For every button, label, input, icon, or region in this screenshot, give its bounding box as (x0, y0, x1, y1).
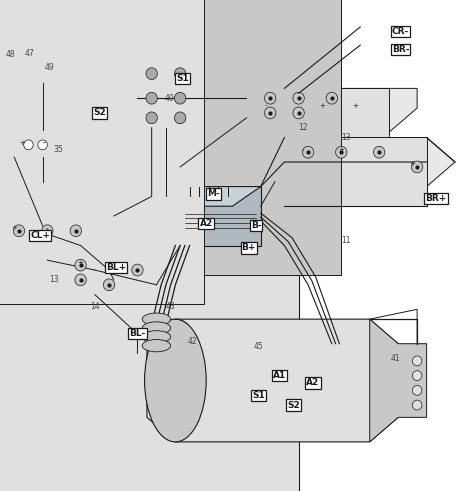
Text: 43: 43 (166, 302, 175, 311)
Polygon shape (109, 20, 137, 216)
Text: 14: 14 (90, 302, 100, 311)
Polygon shape (0, 226, 123, 265)
Text: 13: 13 (50, 275, 59, 284)
Text: -: - (302, 147, 305, 153)
Circle shape (103, 279, 115, 291)
Circle shape (13, 225, 25, 237)
Text: BR-: BR- (392, 45, 409, 54)
Ellipse shape (58, 54, 75, 83)
Text: -: - (264, 103, 267, 109)
Text: -: - (46, 225, 49, 231)
Circle shape (146, 112, 157, 124)
Circle shape (75, 274, 86, 286)
Ellipse shape (145, 319, 206, 442)
Text: 42: 42 (187, 337, 197, 346)
Text: +: + (19, 140, 25, 146)
Text: 35: 35 (53, 145, 63, 154)
Polygon shape (218, 88, 246, 177)
Polygon shape (256, 137, 284, 231)
Circle shape (411, 161, 423, 173)
Polygon shape (180, 187, 261, 246)
Circle shape (412, 385, 422, 395)
Circle shape (374, 146, 385, 158)
Text: S2: S2 (288, 401, 300, 409)
Circle shape (326, 92, 337, 104)
Polygon shape (370, 319, 427, 442)
Circle shape (302, 146, 314, 158)
Polygon shape (256, 137, 455, 187)
Ellipse shape (44, 54, 61, 83)
Ellipse shape (30, 54, 46, 83)
Polygon shape (66, 260, 185, 300)
Ellipse shape (142, 340, 171, 352)
FancyBboxPatch shape (0, 79, 237, 466)
Polygon shape (147, 319, 398, 442)
Text: 12: 12 (299, 123, 308, 132)
Text: B-: B- (251, 221, 261, 230)
Text: S1: S1 (252, 391, 264, 400)
FancyBboxPatch shape (0, 113, 299, 491)
Text: 48: 48 (6, 50, 15, 58)
Circle shape (174, 92, 186, 104)
Text: B+: B+ (242, 244, 256, 252)
Polygon shape (218, 88, 417, 133)
Circle shape (70, 225, 82, 237)
Text: 41: 41 (391, 354, 401, 363)
Text: S1: S1 (176, 74, 189, 83)
Ellipse shape (142, 322, 171, 334)
Polygon shape (246, 88, 389, 157)
Circle shape (132, 264, 143, 276)
Text: A1: A1 (273, 371, 286, 380)
Circle shape (412, 371, 422, 381)
Text: +: + (78, 260, 83, 266)
Polygon shape (284, 137, 427, 206)
Text: M-: M- (207, 190, 219, 198)
Circle shape (146, 68, 157, 80)
Text: +: + (319, 103, 325, 109)
FancyBboxPatch shape (0, 0, 341, 275)
Circle shape (146, 92, 157, 104)
Circle shape (412, 356, 422, 366)
FancyBboxPatch shape (0, 0, 204, 304)
Polygon shape (152, 187, 180, 265)
Circle shape (336, 146, 347, 158)
Ellipse shape (142, 313, 171, 326)
Circle shape (174, 68, 186, 80)
Text: 47: 47 (25, 49, 34, 57)
Circle shape (38, 140, 47, 150)
Circle shape (293, 92, 304, 104)
Text: A2: A2 (200, 219, 213, 228)
Text: -: - (43, 138, 46, 147)
Circle shape (264, 92, 276, 104)
Ellipse shape (16, 54, 32, 83)
Text: A2: A2 (306, 379, 319, 387)
Text: +: + (338, 147, 344, 153)
Text: +: + (410, 162, 415, 167)
Text: +: + (11, 225, 17, 231)
Text: 49: 49 (45, 63, 55, 72)
Text: CL+: CL+ (30, 231, 50, 240)
Text: 45: 45 (254, 342, 263, 351)
Text: BR+: BR+ (425, 194, 447, 203)
Circle shape (412, 400, 422, 410)
Polygon shape (137, 20, 261, 196)
Circle shape (24, 140, 33, 150)
Text: 11: 11 (341, 236, 351, 245)
Circle shape (75, 259, 86, 271)
Text: CR-: CR- (392, 27, 409, 36)
Polygon shape (5, 226, 123, 265)
Ellipse shape (142, 331, 171, 343)
Text: BL+: BL+ (106, 263, 126, 272)
Text: S2: S2 (93, 109, 106, 117)
Circle shape (42, 225, 53, 237)
Circle shape (264, 107, 276, 119)
Circle shape (174, 112, 186, 124)
Text: BL-: BL- (129, 329, 146, 338)
Text: +: + (353, 103, 358, 109)
Text: 40: 40 (165, 94, 174, 103)
Circle shape (293, 107, 304, 119)
Polygon shape (152, 187, 261, 206)
Text: 13: 13 (341, 133, 351, 142)
FancyBboxPatch shape (0, 0, 223, 231)
